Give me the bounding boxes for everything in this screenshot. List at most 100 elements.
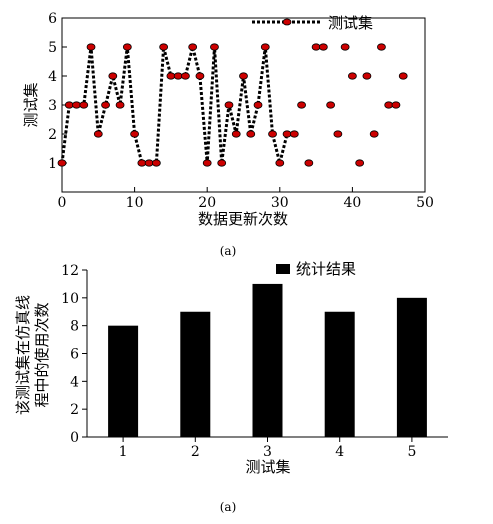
x-tick-label: 3	[263, 444, 272, 460]
bar	[252, 283, 283, 437]
y-axis-label-line-1: 该测试集在仿真线	[14, 295, 32, 415]
y-tick-label: 2	[48, 127, 57, 143]
data-point	[398, 72, 408, 80]
data-point	[188, 43, 198, 51]
data-point	[64, 101, 74, 109]
data-point	[326, 101, 336, 109]
data-point	[159, 43, 169, 51]
x-axis-label: 测试集	[245, 458, 290, 476]
x-tick-label: 50	[416, 195, 434, 211]
data-point	[93, 130, 103, 138]
y-tick-label: 4	[48, 69, 57, 85]
y-tick-label: 12	[61, 263, 79, 279]
data-point	[311, 43, 321, 51]
data-point	[210, 43, 219, 51]
legend-label: 测试集	[328, 14, 373, 32]
data-point	[239, 72, 248, 80]
data-point	[246, 130, 256, 138]
data-point	[137, 159, 147, 167]
y-axis-label: 测试集	[22, 82, 40, 127]
x-tick-label: 4	[335, 444, 344, 460]
data-point	[253, 101, 263, 109]
data-point	[362, 72, 372, 80]
y-tick-label: 10	[61, 291, 79, 307]
data-point	[297, 101, 306, 109]
x-tick-label: 30	[271, 195, 289, 211]
line-chart-legend: 测试集	[252, 14, 373, 32]
data-point	[304, 159, 314, 167]
legend-label: 统计结果	[296, 260, 356, 278]
bar-chart-y-axis: 0 2 4 6 8 10 12	[61, 263, 87, 446]
data-point	[130, 130, 140, 138]
data-point	[166, 72, 176, 80]
data-point	[282, 130, 292, 138]
data-point	[260, 43, 270, 51]
y-tick-label: 5	[48, 40, 57, 56]
bar	[324, 311, 355, 437]
data-point	[268, 130, 277, 138]
data-point	[391, 101, 401, 109]
y-tick-label: 1	[48, 156, 57, 172]
data-point	[377, 43, 386, 51]
x-tick-label: 40	[343, 195, 361, 211]
y-axis-label: 该测试集在仿真线 程中的使用次数	[14, 295, 51, 415]
data-point	[72, 101, 81, 109]
data-point	[202, 159, 212, 167]
data-point	[318, 43, 328, 51]
data-point	[275, 159, 285, 167]
data-point	[115, 101, 125, 109]
data-point	[122, 43, 132, 51]
data-point	[217, 159, 227, 167]
bar	[108, 325, 139, 437]
data-point	[347, 72, 357, 80]
line-chart: 0 10 20 30 40 50 1 2 3 4 5 6 测试集 数据更新次数 测试集 (a)	[22, 11, 434, 258]
y-axis-label-line-2: 程中的使用次数	[33, 302, 51, 407]
line-chart-y-axis: 1 2 3 4 5 6	[48, 11, 67, 172]
data-point	[144, 159, 154, 167]
y-tick-label: 6	[48, 11, 57, 27]
data-point	[369, 130, 379, 138]
data-point	[151, 159, 161, 167]
x-tick-label: 1	[119, 444, 128, 460]
data-point	[333, 130, 343, 138]
bar	[396, 297, 427, 437]
bar-chart-legend: 统计结果	[276, 260, 356, 278]
data-point	[224, 101, 234, 109]
x-tick-label: 10	[126, 195, 144, 211]
data-point	[231, 130, 241, 138]
data-point	[108, 72, 118, 80]
x-tick-label: 2	[191, 444, 200, 460]
y-tick-label: 3	[48, 98, 57, 114]
legend-bar-swatch	[276, 264, 290, 274]
data-point	[289, 130, 299, 138]
line-chart-x-axis: 0 10 20 30 40 50	[58, 187, 434, 211]
data-point	[101, 101, 110, 109]
y-tick-label: 0	[70, 430, 79, 446]
data-point	[79, 101, 89, 109]
y-tick-label: 4	[70, 374, 79, 390]
y-tick-label: 8	[70, 319, 79, 335]
x-axis-label: 数据更新次数	[198, 210, 288, 228]
caption-a-bottom: (a)	[220, 500, 237, 514]
x-tick-label: 5	[407, 444, 416, 460]
x-tick-label: 0	[58, 195, 67, 211]
caption-a-top: (a)	[220, 244, 237, 258]
data-point	[181, 72, 190, 80]
bar-chart-x-axis: 1 2 3 4 5	[119, 437, 416, 460]
data-point	[355, 159, 365, 167]
bar	[180, 311, 211, 437]
bar-chart-bars	[108, 283, 427, 437]
data-point	[173, 72, 183, 80]
x-tick-label: 20	[198, 195, 216, 211]
y-tick-label: 2	[70, 402, 79, 418]
data-point	[340, 43, 350, 51]
data-point	[57, 159, 67, 167]
line-chart-points	[57, 43, 408, 167]
legend-marker	[282, 18, 292, 26]
y-tick-label: 6	[70, 347, 79, 363]
data-point	[384, 101, 394, 109]
data-point	[86, 43, 96, 51]
data-point	[195, 72, 205, 80]
